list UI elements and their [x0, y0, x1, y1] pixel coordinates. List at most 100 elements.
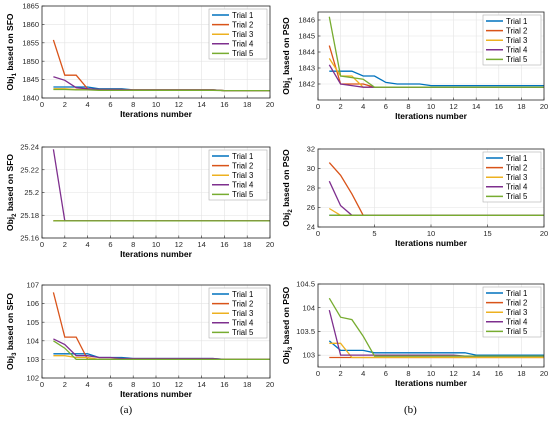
legend-label-trial-2: Trial 2 — [232, 161, 253, 170]
x-tick-label: 14 — [472, 369, 480, 378]
legend-label-trial-5: Trial 5 — [506, 55, 528, 64]
y-axis-label: Obj3 based on SFO — [5, 293, 18, 370]
legend-label-trial-1: Trial 1 — [232, 152, 253, 161]
x-tick-label: 16 — [495, 102, 503, 111]
x-tick-label: 6 — [384, 102, 388, 111]
x-tick-label: 10 — [152, 100, 160, 109]
y-tick-label: 1844 — [298, 48, 315, 57]
x-tick-label: 12 — [449, 102, 457, 111]
legend-label-trial-3: Trial 3 — [232, 171, 253, 180]
x-tick-label: 14 — [197, 240, 205, 249]
x-tick-label: 2 — [339, 369, 343, 378]
x-tick-label: 4 — [86, 240, 90, 249]
x-axis-label: Iterations number — [120, 249, 192, 259]
x-axis-label: Iterations number — [395, 111, 467, 121]
x-tick-label: 18 — [243, 100, 251, 109]
x-tick-label: 14 — [472, 102, 480, 111]
y-tick-label: 1842 — [298, 80, 315, 89]
y-tick-label: 104 — [26, 336, 39, 345]
x-tick-label: 2 — [63, 240, 67, 249]
x-tick-label: 8 — [131, 380, 135, 389]
y-tick-label: 1846 — [298, 16, 315, 25]
legend-label-trial-2: Trial 2 — [506, 26, 527, 35]
legend-label-trial-1: Trial 1 — [506, 289, 527, 298]
chart-1: 0 2 4 6 8 10 12 14 16 18 20 1840 1845 1850 1855 1860 186… — [5, 2, 274, 119]
x-tick-label: 16 — [220, 240, 228, 249]
legend-label-trial-2: Trial 2 — [506, 298, 527, 307]
x-tick-label: 0 — [40, 240, 44, 249]
x-tick-label: 12 — [175, 240, 183, 249]
x-tick-label: 15 — [483, 229, 491, 238]
x-tick-label: 0 — [316, 369, 320, 378]
x-tick-label: 12 — [175, 380, 183, 389]
y-axis-label: Obj1 based on PSO — [281, 17, 294, 95]
panel-label-b: (b) — [404, 404, 417, 416]
x-tick-label: 6 — [108, 100, 112, 109]
y-tick-label: 28 — [307, 184, 315, 193]
legend-label-trial-1: Trial 1 — [506, 154, 527, 163]
legend-label-trial-2: Trial 2 — [506, 163, 527, 172]
y-tick-label: 103.5 — [296, 327, 315, 336]
legend-label-trial-3: Trial 3 — [506, 36, 527, 45]
x-tick-label: 4 — [361, 102, 365, 111]
series-line-trial-5 — [328, 16, 544, 88]
y-axis-label: Obj2 based on PSO — [281, 149, 294, 227]
legend-label-trial-4: Trial 4 — [506, 46, 528, 55]
x-tick-label: 20 — [266, 100, 274, 109]
y-tick-label: 1845 — [298, 32, 315, 41]
legend-label-trial-1: Trial 1 — [232, 11, 253, 20]
chart-6: 0 2 4 6 8 10 12 14 16 18 20 103 103.5 104 104.5 Iterati… — [281, 280, 548, 388]
legend-label-trial-3: Trial 3 — [232, 30, 253, 39]
x-tick-label: 2 — [63, 380, 67, 389]
y-tick-label: 25.24 — [20, 143, 39, 152]
x-tick-label: 12 — [449, 369, 457, 378]
y-tick-label: 26 — [307, 203, 315, 212]
y-tick-label: 1850 — [22, 57, 39, 66]
y-tick-label: 1855 — [22, 38, 39, 47]
x-tick-label: 10 — [427, 229, 435, 238]
legend-label-trial-5: Trial 5 — [506, 327, 528, 336]
legend-label-trial-4: Trial 4 — [506, 318, 528, 327]
legend-label-trial-5: Trial 5 — [506, 192, 528, 201]
x-tick-label: 2 — [339, 102, 343, 111]
x-tick-label: 0 — [316, 102, 320, 111]
series-line-trial-5 — [328, 297, 544, 357]
legend-label-trial-4: Trial 4 — [506, 183, 528, 192]
legend-label-trial-1: Trial 1 — [232, 290, 253, 299]
x-tick-label: 4 — [361, 369, 365, 378]
x-tick-label: 6 — [384, 369, 388, 378]
x-tick-label: 4 — [86, 380, 90, 389]
legend-label-trial-3: Trial 3 — [506, 173, 527, 182]
chart-2: 0 2 4 6 8 10 12 14 16 18 20 1842 1843 1844 1845 1846 Ite… — [281, 11, 548, 121]
y-tick-label: 105 — [26, 318, 39, 327]
y-tick-label: 25.16 — [20, 234, 39, 243]
chart-4: 0 5 10 15 20 24 26 28 30 32 Iterations number Obj2 … — [281, 145, 548, 248]
x-axis-label: Iterations number — [120, 109, 192, 119]
x-tick-label: 4 — [86, 100, 90, 109]
series-line-trial-5 — [53, 88, 270, 92]
y-tick-label: 1860 — [22, 20, 39, 29]
chart-3: 0 2 4 6 8 10 12 14 16 18 20 25.16 25.18 25.2 25.22 25.2… — [5, 143, 274, 259]
y-tick-label: 1865 — [22, 2, 39, 11]
x-tick-label: 18 — [517, 102, 525, 111]
y-tick-label: 106 — [26, 299, 39, 308]
x-axis-label: Iterations number — [120, 389, 192, 399]
x-tick-label: 10 — [152, 380, 160, 389]
x-tick-label: 16 — [495, 369, 503, 378]
y-tick-label: 25.18 — [20, 211, 39, 220]
y-tick-label: 1840 — [22, 94, 39, 103]
x-tick-label: 10 — [427, 369, 435, 378]
y-tick-label: 103 — [26, 355, 39, 364]
x-tick-label: 8 — [406, 369, 410, 378]
x-tick-label: 6 — [108, 380, 112, 389]
y-axis-label: Obj2 based on SFO — [5, 154, 18, 231]
y-tick-label: 24 — [307, 223, 315, 232]
series-line-trial-1 — [328, 340, 544, 356]
panel-label-a: (a) — [120, 404, 133, 416]
y-tick-label: 103 — [302, 351, 315, 360]
x-tick-label: 10 — [152, 240, 160, 249]
x-tick-label: 8 — [131, 240, 135, 249]
